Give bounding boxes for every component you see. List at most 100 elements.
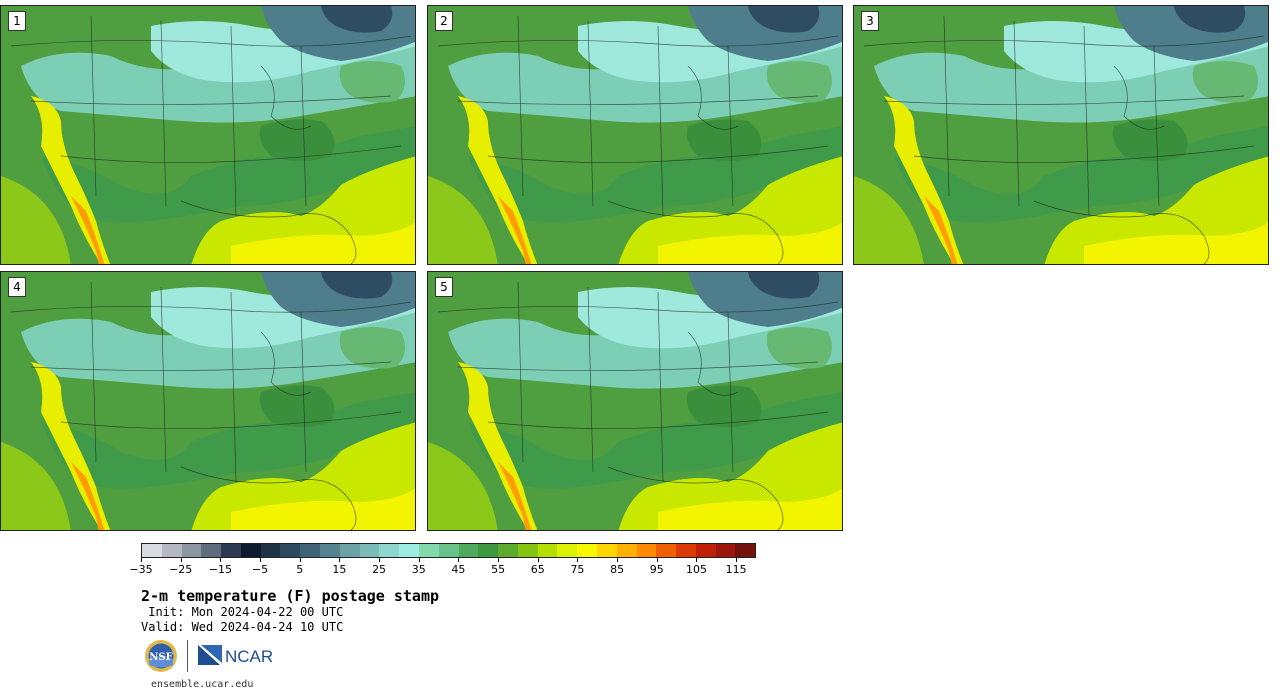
colorbar-tick bbox=[220, 558, 222, 562]
colorbar-tick-label: 105 bbox=[685, 563, 707, 576]
site-url: ensemble.ucar.edu bbox=[151, 679, 254, 690]
temperature-region bbox=[658, 222, 842, 264]
temperature-region bbox=[498, 462, 532, 530]
colorbar-swatch bbox=[359, 544, 380, 557]
panel-number: 1 bbox=[8, 11, 26, 31]
colorbar-swatch bbox=[181, 544, 202, 557]
logo-divider bbox=[187, 640, 188, 672]
state-boundary bbox=[687, 331, 739, 396]
colorbar-swatch bbox=[616, 544, 637, 557]
temperature-region bbox=[1, 176, 71, 264]
temperature-map bbox=[1, 6, 415, 264]
temperature-region bbox=[658, 488, 842, 530]
colorbar-tick-label: 55 bbox=[491, 563, 506, 576]
state-boundary bbox=[727, 311, 734, 473]
colorbar-swatch bbox=[280, 544, 301, 557]
state-boundary bbox=[487, 145, 829, 164]
temperature-region bbox=[321, 272, 393, 299]
state-boundary bbox=[160, 20, 167, 207]
colorbar-swatch bbox=[695, 544, 716, 557]
colorbar-swatch bbox=[478, 544, 499, 557]
colorbar-tick bbox=[736, 558, 738, 562]
state-boundary bbox=[10, 301, 412, 313]
colorbar-tick-label: −15 bbox=[208, 563, 232, 576]
nsf-logo: NSF bbox=[145, 640, 177, 672]
state-boundary bbox=[260, 65, 312, 130]
colorbar-swatch bbox=[537, 544, 558, 557]
colorbar-tick bbox=[260, 558, 262, 562]
temperature-region bbox=[458, 362, 538, 530]
state-boundary bbox=[437, 35, 839, 47]
temperature-region bbox=[321, 6, 393, 33]
state-boundary bbox=[607, 466, 784, 530]
colorbar-tick-label: 25 bbox=[372, 563, 387, 576]
state-boundary bbox=[90, 15, 97, 197]
state-boundary bbox=[60, 411, 402, 430]
temperature-region bbox=[686, 119, 762, 161]
colorbar-tick bbox=[696, 558, 698, 562]
temperature-map bbox=[1, 272, 415, 530]
panel-number: 2 bbox=[435, 11, 453, 31]
colorbar-tick bbox=[379, 558, 381, 562]
state-boundary bbox=[260, 331, 312, 396]
state-boundary bbox=[883, 95, 1245, 105]
temperature-region bbox=[428, 176, 498, 264]
colorbar-tick bbox=[180, 558, 182, 562]
temperature-region bbox=[748, 6, 820, 33]
state-boundary bbox=[457, 95, 819, 105]
temperature-region bbox=[1192, 61, 1258, 103]
forecast-map-panel-4: 4 bbox=[0, 271, 416, 531]
temperature-region bbox=[1112, 119, 1188, 161]
state-boundary bbox=[607, 200, 784, 264]
state-boundary bbox=[657, 25, 664, 217]
colorbar-swatch bbox=[636, 544, 657, 557]
temperature-region bbox=[71, 462, 105, 530]
temperature-region bbox=[686, 385, 762, 427]
state-boundary bbox=[60, 145, 402, 164]
colorbar-swatch bbox=[161, 544, 182, 557]
temperature-map bbox=[428, 272, 842, 530]
state-boundary bbox=[517, 15, 524, 197]
colorbar-tick-label: 115 bbox=[725, 563, 747, 576]
forecast-map-panel-3: 3 bbox=[853, 5, 1269, 265]
state-boundary bbox=[657, 291, 664, 483]
state-boundary bbox=[10, 35, 412, 47]
panel-number: 4 bbox=[8, 277, 26, 297]
state-boundary bbox=[1083, 25, 1090, 217]
colorbar-swatch bbox=[300, 544, 321, 557]
state-boundary bbox=[943, 15, 950, 197]
state-boundary bbox=[230, 291, 237, 483]
state-boundary bbox=[1033, 200, 1210, 264]
temperature-region bbox=[458, 96, 538, 264]
forecast-map-panel-2: 2 bbox=[427, 5, 843, 265]
temperature-region bbox=[766, 61, 832, 103]
temperature-region bbox=[259, 385, 335, 427]
colorbar-tick bbox=[458, 558, 460, 562]
ncar-logo-text: NCAR bbox=[225, 647, 272, 666]
state-boundary bbox=[90, 281, 97, 463]
colorbar-tick bbox=[418, 558, 420, 562]
colorbar-swatch bbox=[142, 544, 162, 557]
colorbar-tick-label: 5 bbox=[296, 563, 304, 576]
colorbar-swatch bbox=[438, 544, 459, 557]
colorbar-tick-label: −35 bbox=[129, 563, 153, 576]
temperature-region bbox=[231, 222, 415, 264]
colorbar-tick-labels: −35 −25 −15 −5 5 15 25 35 45 55 65 75 85 95 105 115 bbox=[129, 558, 756, 576]
state-boundary bbox=[587, 286, 594, 473]
temperature-region bbox=[231, 488, 415, 530]
temperature-region bbox=[339, 327, 405, 369]
state-boundary bbox=[180, 466, 357, 530]
state-boundary bbox=[487, 411, 829, 430]
init-time: Init: Mon 2024-04-22 00 UTC bbox=[141, 605, 344, 619]
state-boundary bbox=[913, 145, 1255, 164]
colorbar-tick bbox=[656, 558, 658, 562]
colorbar-tick bbox=[339, 558, 341, 562]
state-boundary bbox=[300, 45, 307, 207]
temperature-region bbox=[884, 96, 964, 264]
temperature-region bbox=[428, 442, 498, 530]
colorbar-tick-label: 85 bbox=[610, 563, 625, 576]
colorbar-swatch bbox=[577, 544, 597, 557]
colorbar-swatch bbox=[498, 544, 518, 557]
colorbar-tick-label: 15 bbox=[332, 563, 347, 576]
forecast-map-panel-1: 1 bbox=[0, 5, 416, 265]
